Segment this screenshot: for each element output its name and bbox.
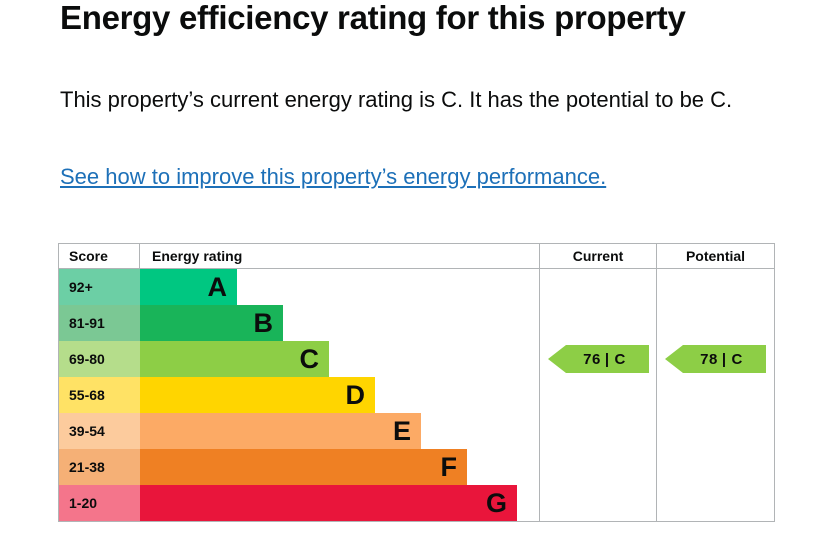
band-bar-a: A [140,269,237,305]
potential-rating-cell [657,449,774,485]
improve-performance-link[interactable]: See how to improve this property’s energ… [60,164,607,189]
potential-rating-cell [657,377,774,413]
column-header-potential: Potential [685,248,746,264]
potential-rating-cell [657,305,774,341]
potential-rating-badge: 78 | C [665,345,766,373]
page-title: Energy efficiency rating for this proper… [60,0,686,36]
band-bar-c: C [140,341,329,377]
intro-paragraph: This property’s current energy rating is… [60,87,733,112]
table-row: 55-68 D [59,377,774,413]
rating-score: 78 [700,350,718,368]
table-row: 39-54 E [59,413,774,449]
rating-band-letter: C [731,350,743,368]
current-rating-badge: 76 | C [548,345,649,373]
score-range-cell: 21-38 [59,449,140,485]
current-rating-cell: 76 | C [540,341,657,377]
score-range-cell: 69-80 [59,341,140,377]
band-bar-e: E [140,413,421,449]
rating-band-letter: C [614,350,626,368]
band-letter: F [440,452,458,482]
energy-rating-cell: D [140,377,540,413]
score-range-cell: 39-54 [59,413,140,449]
band-letter: A [207,272,228,302]
potential-rating-cell [657,413,774,449]
band-letter: D [345,380,366,410]
table-header-row: Score Energy rating Current Potential [59,244,774,269]
band-letter: C [299,344,320,374]
score-range-cell: 1-20 [59,485,140,521]
band-letter: E [392,416,411,446]
current-rating-cell [540,269,657,305]
rating-separator: | [604,350,610,368]
energy-rating-cell: A [140,269,540,305]
column-header-energy-rating: Energy rating [140,244,540,268]
band-letter: G [485,488,507,518]
rating-separator: | [721,350,727,368]
score-range-cell: 55-68 [59,377,140,413]
table-row: 1-20 G [59,485,774,521]
potential-rating-cell: 78 | C [657,341,774,377]
energy-rating-cell: G [140,485,540,521]
current-rating-cell [540,449,657,485]
column-header-score: Score [59,244,140,268]
band-bar-d: D [140,377,375,413]
current-rating-cell [540,305,657,341]
score-range-cell: 92+ [59,269,140,305]
band-bar-f: F [140,449,467,485]
current-rating-cell [540,413,657,449]
table-row: 69-80 C 76 | C 78 | C [59,341,774,377]
energy-rating-cell: F [140,449,540,485]
current-rating-cell [540,377,657,413]
band-rows-container: 92+ A 81-91 B 69-80 C 76 | C 78 | C 55-68 D 39-54 E 21-3… [59,269,774,521]
band-letter: B [253,308,274,338]
energy-rating-cell: B [140,305,540,341]
energy-rating-cell: E [140,413,540,449]
table-row: 21-38 F [59,449,774,485]
table-row: 81-91 B [59,305,774,341]
score-range-cell: 81-91 [59,305,140,341]
rating-score: 76 [583,350,601,368]
column-header-current: Current [540,244,657,268]
energy-rating-table: Score Energy rating Current Potential 92… [58,243,775,522]
potential-rating-cell [657,269,774,305]
energy-rating-cell: C [140,341,540,377]
band-bar-b: B [140,305,283,341]
table-row: 92+ A [59,269,774,305]
current-rating-cell [540,485,657,521]
potential-rating-cell [657,485,774,521]
band-bar-g: G [140,485,517,521]
